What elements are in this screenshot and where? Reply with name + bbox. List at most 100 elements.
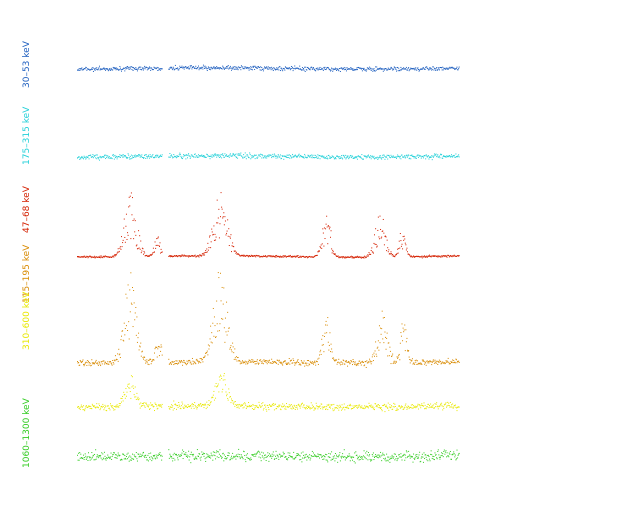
data-point [208, 400, 210, 402]
data-point [388, 409, 390, 411]
data-point [433, 459, 435, 461]
data-point [261, 403, 263, 405]
data-point [289, 406, 291, 407]
data-point [397, 409, 399, 411]
data-point [312, 256, 314, 258]
data-point [265, 155, 267, 157]
data-point [232, 242, 234, 244]
data-point [178, 255, 180, 257]
data-point [195, 359, 197, 361]
data-point [149, 66, 151, 68]
data-point [168, 406, 170, 408]
data-point [155, 67, 157, 69]
data-point [304, 71, 306, 73]
data-point [303, 68, 305, 70]
data-point [433, 407, 435, 409]
data-point [382, 157, 384, 159]
data-point [232, 152, 234, 154]
data-point [107, 256, 109, 258]
data-point [94, 405, 96, 407]
data-point [376, 456, 378, 458]
data-point [389, 461, 391, 463]
data-point [222, 66, 224, 68]
data-point [238, 254, 240, 256]
data-point [251, 454, 253, 456]
data-point [126, 297, 128, 299]
data-point [141, 156, 143, 158]
data-point [435, 153, 437, 155]
data-point [209, 156, 210, 158]
data-point [317, 408, 319, 410]
data-point [130, 66, 132, 68]
data-point [264, 404, 265, 406]
data-point [371, 406, 373, 408]
data-point [202, 254, 204, 256]
data-point [217, 67, 219, 69]
data-point [213, 225, 215, 227]
data-point [178, 69, 180, 71]
data-point [230, 345, 232, 347]
data-point [260, 66, 262, 68]
data-point [275, 361, 276, 363]
data-point [406, 247, 408, 249]
data-point [307, 154, 309, 156]
data-point [322, 406, 324, 408]
data-point [209, 456, 210, 458]
data-point [159, 155, 161, 157]
data-point [455, 407, 457, 409]
data-point [452, 156, 454, 158]
data-point [247, 155, 249, 157]
data-point [365, 361, 367, 363]
data-point [362, 257, 364, 259]
data-point [290, 255, 292, 257]
data-point [202, 68, 204, 70]
data-point [308, 407, 309, 408]
data-point [342, 154, 344, 156]
data-point [365, 452, 367, 454]
data-point [319, 68, 320, 70]
data-point [420, 68, 422, 70]
data-point [410, 406, 412, 408]
data-point [90, 154, 92, 156]
data-point [382, 230, 384, 232]
data-point [294, 362, 296, 364]
data-point [294, 255, 296, 257]
data-point [286, 406, 288, 408]
data-point [340, 256, 342, 258]
data-point [222, 154, 224, 156]
data-point [170, 362, 172, 364]
data-point [86, 156, 88, 158]
data-point [262, 409, 264, 411]
data-point [445, 255, 447, 257]
data-point [438, 406, 440, 408]
data-point [127, 330, 129, 331]
data-point [149, 255, 151, 257]
data-point [261, 154, 263, 156]
data-point [284, 456, 286, 458]
data-point [193, 156, 195, 158]
data-point [422, 359, 424, 361]
data-point [393, 156, 395, 158]
data-point [99, 363, 101, 365]
data-point [430, 67, 432, 69]
data-point [439, 66, 441, 68]
data-point [337, 69, 339, 71]
data-point [404, 155, 406, 157]
data-point [243, 66, 245, 68]
data-point [218, 457, 220, 459]
data-point [168, 255, 170, 257]
data-point [375, 243, 377, 245]
data-point [272, 256, 274, 258]
data-point [242, 255, 243, 257]
data-point [260, 460, 262, 462]
data-point [404, 459, 406, 461]
data-point [417, 403, 419, 405]
data-point [198, 455, 199, 457]
data-point [88, 360, 89, 362]
data-point [105, 409, 107, 411]
data-point [225, 391, 227, 393]
data-point [257, 450, 259, 452]
data-point [147, 363, 149, 365]
data-point [401, 459, 403, 461]
data-point [118, 454, 120, 456]
